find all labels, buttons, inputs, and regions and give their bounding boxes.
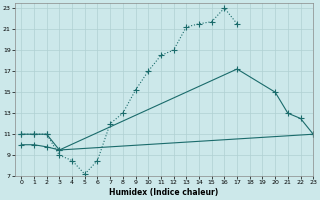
X-axis label: Humidex (Indice chaleur): Humidex (Indice chaleur): [109, 188, 219, 197]
